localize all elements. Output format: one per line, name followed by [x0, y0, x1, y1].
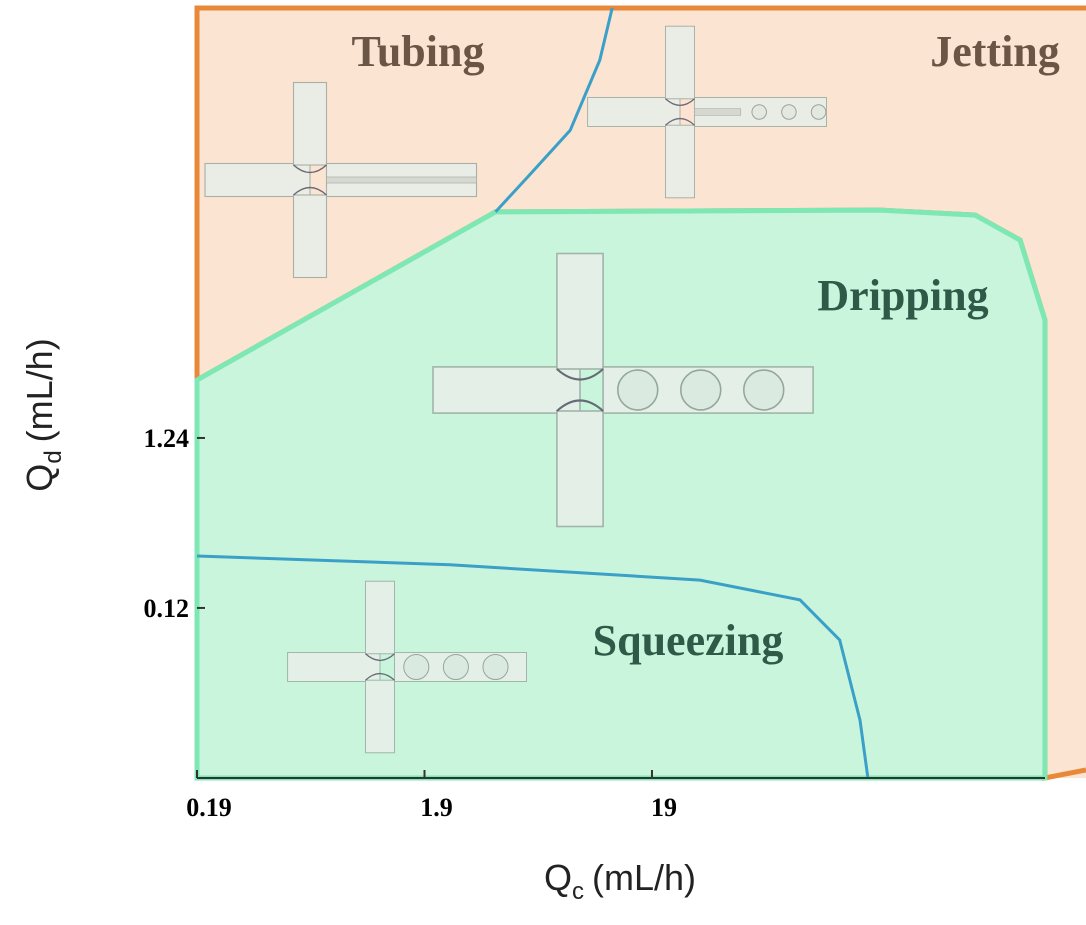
icon-side-top — [664, 25, 696, 100]
x-axis-label: Qc (mL/h) — [544, 857, 696, 905]
icon-drop — [482, 653, 509, 681]
icon-meniscus — [365, 653, 395, 681]
y-label-main: Q — [19, 464, 60, 492]
icon-side-top — [364, 580, 396, 655]
icon-meniscus — [292, 164, 328, 196]
x-tick-label: 19 — [651, 793, 677, 822]
icon-thread — [326, 176, 477, 184]
x-label-main: Q — [544, 857, 572, 898]
icon-drop — [617, 369, 659, 411]
region-label: Tubing — [352, 27, 485, 76]
icon-drop — [781, 104, 797, 120]
y-label-sub: d — [40, 450, 67, 463]
x-tick-label: 0.19 — [186, 793, 232, 822]
icon-jet — [694, 108, 742, 116]
icon-drop — [743, 369, 785, 411]
icon-drop — [403, 653, 430, 681]
icon-side-bottom — [556, 410, 604, 528]
boundary — [494, 7, 614, 213]
icon-drop — [810, 104, 827, 120]
icon-inlet — [287, 651, 381, 683]
region-label: Squeezing — [593, 616, 784, 665]
icon-drop — [751, 104, 767, 120]
device-icon — [204, 81, 478, 279]
icon-side-top — [556, 252, 604, 370]
icon-inlet — [204, 162, 311, 198]
icon-inlet — [432, 366, 581, 414]
x-label-sub: c — [572, 878, 584, 905]
icon-drop — [680, 369, 722, 411]
device-icon — [287, 580, 528, 754]
icon-drop — [442, 653, 469, 681]
icon-meniscus — [665, 98, 695, 126]
y-tick-label: 1.24 — [144, 424, 190, 453]
y-axis-label: Qd (mL/h) — [19, 338, 67, 491]
boundary — [196, 554, 870, 779]
icon-side-bottom — [364, 679, 396, 754]
device-icon — [432, 252, 814, 528]
y-label-unit: (mL/h) — [19, 338, 60, 442]
icon-side-top — [292, 81, 328, 166]
icon-meniscus — [556, 368, 604, 412]
y-tick-label: 0.12 — [144, 594, 190, 623]
region-label: Jetting — [930, 27, 1060, 76]
device-icon — [587, 25, 828, 199]
icon-side-bottom — [292, 194, 328, 279]
x-tick-label: 1.9 — [420, 793, 453, 822]
x-label-unit: (mL/h) — [592, 857, 696, 898]
icon-inlet — [587, 96, 681, 128]
icon-side-bottom — [664, 124, 696, 199]
region-label: Dripping — [817, 271, 988, 320]
